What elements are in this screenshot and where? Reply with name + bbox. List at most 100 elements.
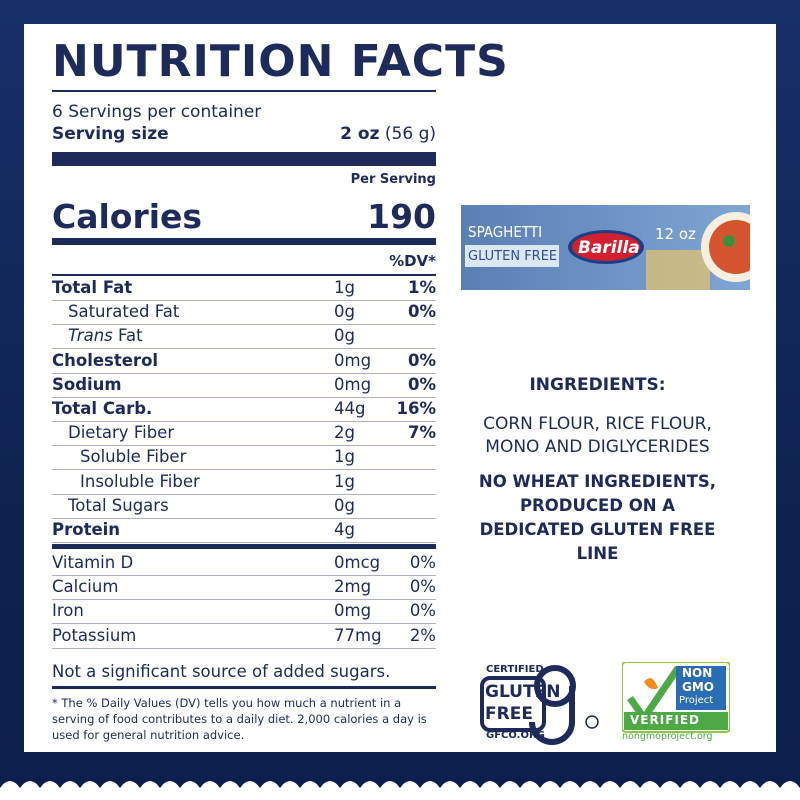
rule [52,575,436,576]
ingredients-text: CORN FLOUR, RICE FLOUR, MONO AND DIGLYCE… [483,414,712,457]
amount: 1g [334,278,355,297]
rule [52,300,436,301]
dv: 0% [407,350,436,370]
dv: 0% [409,577,436,597]
amount: 2g [334,423,355,443]
nutrient-name: Protein [52,520,120,539]
rule [52,274,436,276]
product-name: SPAGHETTI [468,223,543,241]
product-box [461,205,750,290]
ngmo-3: Project [679,695,714,706]
per-serving: Per Serving [350,172,436,187]
name: Saturated Fat [68,302,180,322]
nutrient-name: Cholesterol [52,351,158,370]
nutrient-name: Total Fat [52,278,132,297]
name: Calcium [52,577,119,597]
nutrient-name: Saturated Fat [68,302,179,321]
name: Total Carb. [52,399,153,418]
rule [52,517,436,519]
rule [52,348,436,350]
name: Total Fat [52,278,133,297]
note: Not a significant source of added sugars… [52,662,391,681]
gf-line2: FREE [485,704,533,724]
statement: NO WHEAT INGREDIENTS, PRODUCED ON A DEDI… [478,472,717,563]
ngmo-url: nongmoproject.org [622,731,713,742]
product-size: 12 oz [655,225,696,243]
amount: 1g [334,447,355,467]
rule [52,493,436,495]
name: Potassium [52,625,137,645]
serving-size-label: Serving size [52,124,169,144]
amount: 2mg [334,577,372,597]
nutrient-name: Calcium [52,577,118,596]
amount: 1g [334,471,355,491]
rule [52,647,436,649]
non-gmo-logo [622,662,730,733]
gf-url: GFCO.ORG [486,730,545,741]
dv: 0% [407,374,436,394]
name: Total Sugars [68,495,169,515]
name-prefix: Trans [68,326,113,346]
dv: 2% [409,625,436,645]
rule [52,421,436,422]
name: Soluble Fiber [80,447,187,467]
nutrient-name: Potassium [52,626,136,645]
rule [52,542,436,543]
bar [52,152,436,166]
dv-header: %DV* [389,252,436,270]
amount: 0g [334,326,355,346]
amount: 0g [334,495,355,515]
amount: 0mg [334,374,372,394]
rule [52,445,436,447]
ngmo-2: GMO [682,680,714,694]
name: Fat [118,326,143,346]
rule [52,599,436,601]
nutrient-name: Total Carb. [52,399,152,418]
name: Iron [52,601,84,621]
nutrient-name: Iron [52,601,84,620]
name: Vitamin D [52,553,134,572]
title: NUTRITION FACTS [52,36,509,87]
gf-top: CERTIFIED [486,664,544,675]
nutrient-name: Trans Fat [68,326,143,345]
servings: 6 Servings per container [52,102,262,122]
dv: 1% [407,278,436,297]
name: Sodium [52,374,122,394]
wave [0,781,800,800]
rule [52,396,436,398]
dv: 0% [407,302,436,322]
dv: 16% [396,399,437,418]
nutrient-name: Sodium [52,375,122,394]
bar [52,686,436,689]
dv: 0% [409,553,436,572]
name: Insoluble Fiber [80,471,200,491]
footnote: * The % Daily Values (DV) tells you how … [52,696,427,742]
amount: 77mg [334,625,382,645]
gf-line1: GLUTEN [485,682,561,702]
amount: 0g [334,302,355,322]
dv: 0% [409,601,436,621]
nutrient-name: Dietary Fiber [68,423,174,442]
nutrient-name: Vitamin D [52,553,133,572]
rule [52,372,436,374]
brand: Barilla [578,238,640,258]
serving-size: 2 oz (56 g) [340,124,436,144]
size-grams: (56 g) [384,124,436,144]
ngmo-1: NON [682,666,713,680]
dv: 7% [407,423,436,443]
calories-label: Calories [52,197,203,236]
rule [52,623,436,625]
bar [52,544,436,549]
nutrient-name: Soluble Fiber [80,447,186,466]
amount: 44g [334,399,366,418]
amount: 4g [334,520,355,539]
bar [52,238,436,245]
name: Protein [52,520,121,539]
name: Cholesterol [52,350,159,370]
amount: 0mg [334,350,372,370]
product-variant: GLUTEN FREE [468,249,558,264]
amount: 0mcg [334,553,381,572]
ingredients-heading: INGREDIENTS: [529,375,666,395]
name: Dietary Fiber [68,423,175,443]
